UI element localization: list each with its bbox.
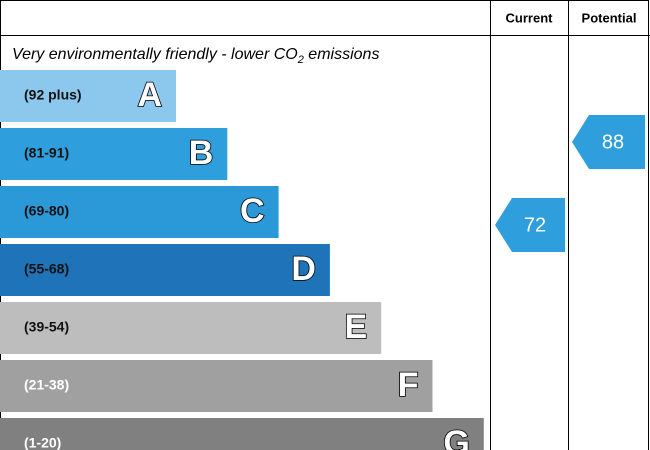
bands: (92 plus) A (81-91) B (69-80) C (55-68) D (39-54…	[0, 70, 484, 450]
band-range: (1-20)	[24, 435, 61, 450]
band-letter: E	[345, 308, 368, 346]
band	[0, 360, 433, 412]
current-value: 72	[524, 214, 546, 236]
band-range: (92 plus)	[24, 87, 82, 103]
band-range: (39-54)	[24, 319, 69, 335]
band	[0, 302, 382, 354]
band-range: (81-91)	[24, 145, 69, 161]
band	[0, 186, 279, 238]
band-letter: B	[189, 134, 214, 172]
potential-value: 88	[602, 131, 624, 153]
current-arrow	[495, 198, 565, 252]
band-letter: G	[443, 424, 469, 450]
band-range: (21-38)	[24, 377, 69, 393]
subtitle-text: Very environmentally friendly - lower CO	[12, 46, 298, 63]
band-letter: C	[240, 192, 265, 230]
band-letter: F	[398, 366, 419, 404]
band-range: (55-68)	[24, 261, 69, 277]
potential-header: Potential	[582, 10, 637, 25]
band-range: (69-80)	[24, 203, 69, 219]
current-header: Current	[506, 10, 554, 25]
band	[0, 128, 228, 180]
potential-arrow	[572, 115, 645, 169]
band-letter: A	[137, 76, 162, 114]
band	[0, 418, 484, 450]
band	[0, 244, 330, 296]
band-letter: D	[291, 250, 316, 288]
subtitle-text: emissions	[304, 46, 380, 63]
subtitle-sub: 2	[297, 54, 304, 66]
band	[0, 70, 176, 122]
subtitle: Very environmentally friendly - lower CO…	[12, 46, 379, 66]
